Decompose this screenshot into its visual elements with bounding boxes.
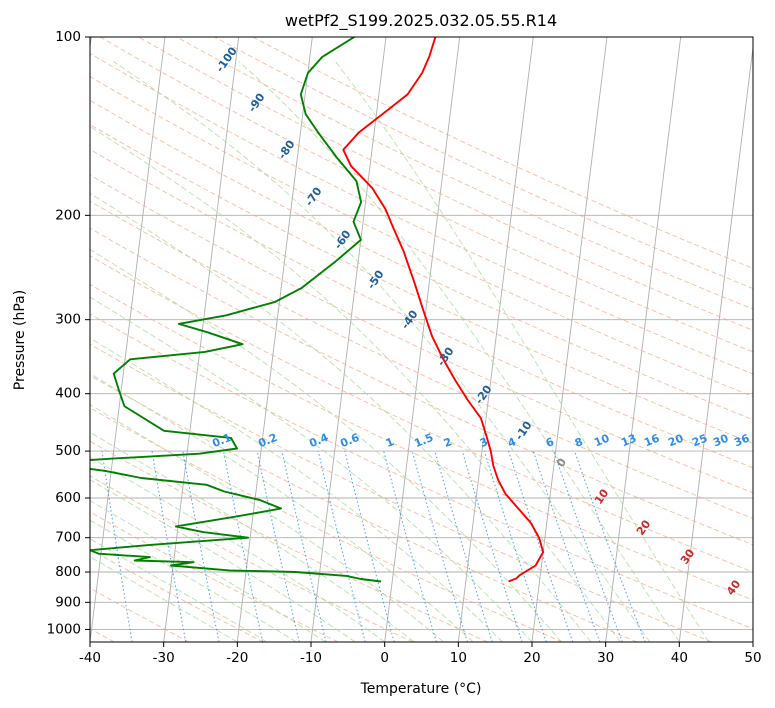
dry-adiabat xyxy=(90,313,753,630)
isotherm-line xyxy=(163,37,240,642)
mixing-ratio-line xyxy=(256,450,300,642)
dry-adiabat xyxy=(90,174,753,494)
plot-frame xyxy=(89,36,754,643)
x-tick-label: 20 xyxy=(523,650,540,666)
dry-adiabat xyxy=(90,374,638,642)
mixing-ratio-label: 1 xyxy=(384,435,396,450)
moist-adiabat xyxy=(90,431,415,642)
moist-adiabat xyxy=(335,61,710,642)
moist-adiabat xyxy=(238,61,680,642)
dewpoint-line xyxy=(90,37,382,583)
series-layer xyxy=(90,37,545,583)
axes: -40 -30 -20 -10 0 10 20 30 40 50 100 200 300 400 500 60… xyxy=(47,29,762,666)
isotherm-line xyxy=(90,37,166,642)
mixing-ratio-label: 16 xyxy=(642,432,661,450)
isotherm-line xyxy=(752,638,753,642)
x-tick-label: -30 xyxy=(153,650,175,666)
mixing-ratio-line xyxy=(101,451,133,642)
y-tick-label: 500 xyxy=(55,443,81,459)
moist-adiabat xyxy=(90,456,385,642)
moist-adiabat xyxy=(90,556,238,642)
y-tick-label: 800 xyxy=(55,564,81,580)
y-tick-label: 900 xyxy=(55,594,81,610)
moist-adiabat xyxy=(90,404,444,642)
mixing-ratio-label: 2 xyxy=(442,435,454,450)
chart-title: wetPf2_S199.2025.032.05.55.R14 xyxy=(285,11,557,31)
mixing-ratio-label: 30 xyxy=(711,432,730,450)
y-tick-label: 200 xyxy=(55,207,81,223)
moist-adiabat xyxy=(90,538,268,642)
mixing-ratio-line xyxy=(461,450,523,642)
dry-adiabat xyxy=(90,407,563,642)
mixing-ratio-label: 20 xyxy=(666,432,685,450)
mixing-ratio-line xyxy=(411,450,468,642)
moist-adiabat xyxy=(113,61,651,642)
mixing-ratio-label: 3 xyxy=(478,435,490,450)
dry-adiabat xyxy=(176,37,753,310)
y-tick-label: 100 xyxy=(55,29,81,45)
temperature-line xyxy=(342,37,545,583)
isotherm-line xyxy=(236,37,313,642)
mixing-ratio-label: 13 xyxy=(619,432,638,450)
mixing-ratio-line xyxy=(483,450,547,642)
dry-adiabat xyxy=(90,227,753,546)
x-tick-label: 10 xyxy=(450,650,467,666)
y-axis-title: Pressure (hPa) xyxy=(12,290,28,390)
dry-adiabat xyxy=(90,124,753,444)
moist-adiabat xyxy=(90,337,503,642)
dry-adiabat xyxy=(90,99,753,421)
y-tick-label: 600 xyxy=(55,490,81,506)
x-tick-label: 50 xyxy=(744,650,761,666)
x-tick-label: -20 xyxy=(226,650,248,666)
x-axis-title: Temperature (°C) xyxy=(360,681,482,697)
y-tick-label: 700 xyxy=(55,530,81,546)
mixing-ratio-line xyxy=(317,450,366,642)
mixing-ratio-label: 10 xyxy=(592,432,611,450)
x-tick-label: -40 xyxy=(79,650,101,666)
mixing-ratio-line xyxy=(281,450,327,642)
dry-adiabat xyxy=(90,587,190,642)
mixing-ratio-label: 25 xyxy=(690,432,709,450)
dry-adiabat xyxy=(90,440,488,642)
dry-adiabat xyxy=(214,37,753,290)
moist-adiabat xyxy=(90,248,562,642)
moist-adiabat xyxy=(90,192,592,642)
mixing-ratio-line xyxy=(182,451,220,642)
mixing-ratio-line xyxy=(344,450,395,642)
dry-adiabat xyxy=(90,148,753,469)
moist-adiabat xyxy=(90,296,533,642)
isotherm-line xyxy=(384,37,461,642)
mixing-ratio-line xyxy=(55,451,82,642)
moist-adiabat xyxy=(90,373,474,642)
mixing-ratio-line xyxy=(532,450,601,642)
isotherm-line xyxy=(531,37,608,642)
mixing-ratio-line xyxy=(383,450,437,642)
x-tick-label: -10 xyxy=(300,650,322,666)
mixing-ratio-line xyxy=(553,450,623,642)
mixing-ratio-line xyxy=(574,450,646,642)
moist-adiabat xyxy=(90,479,356,642)
y-tick-label: 300 xyxy=(55,312,81,328)
mixing-ratio-label: 8 xyxy=(573,435,585,450)
x-tick-label: 30 xyxy=(597,650,614,666)
x-tick-label: 0 xyxy=(380,650,389,666)
mixing-ratio-line xyxy=(508,450,574,642)
x-tick-label: 40 xyxy=(671,650,688,666)
dry-adiabat xyxy=(90,548,264,642)
y-tick-label: 1000 xyxy=(47,621,81,637)
isotherm-line xyxy=(605,37,682,642)
mixing-ratio-line xyxy=(434,450,493,642)
mixing-ratio-line xyxy=(223,451,264,642)
isotherm-line xyxy=(678,43,753,642)
y-tick-label: 400 xyxy=(55,386,81,402)
mixing-ratio-label: 36 xyxy=(732,432,751,450)
